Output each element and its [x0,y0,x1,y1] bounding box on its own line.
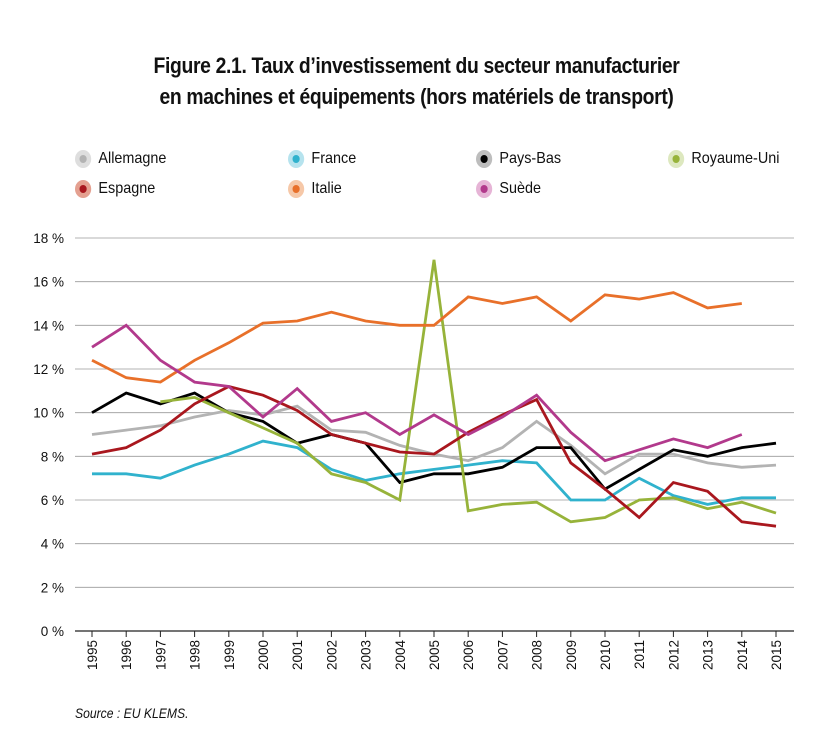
legend-marker-icon [476,180,493,198]
legend-marker-icon [75,180,92,198]
legend-item-pays-bas: Pays-Bas [476,150,561,168]
x-tick-label: 2011 [632,640,647,669]
x-tick-label: 2006 [461,640,476,670]
series-line-france [92,439,776,506]
x-tick-label: 2009 [564,640,579,670]
legend-marker-icon [75,150,92,168]
legend-item-allemagne: Allemagne [75,150,166,168]
y-tick-label: 0 % [41,624,64,639]
x-tick-label: 2013 [701,640,716,670]
legend-item-italie: Italie [288,180,342,198]
x-tick-label: 1995 [85,640,100,670]
chart-title-line-1: Figure 2.1. Taux d’investissement du sec… [153,53,680,78]
y-tick-label: 8 % [41,449,64,464]
x-tick-label: 1997 [153,640,168,670]
legend-marker-icon [476,150,493,168]
series-line-italie [91,291,742,384]
legend-marker-icon [288,180,305,198]
x-tick-label: 1998 [188,640,203,670]
legend-item-royaume-uni: Royaume-Uni [668,150,779,168]
legend-item-suede: Suède [476,180,541,198]
y-tick-label: 16 % [33,275,64,290]
x-tick-label: 1996 [119,640,134,670]
series-lines [91,259,777,528]
chart-title-line-2: en machines et équipements (hors matérie… [159,84,674,109]
series-line-royaume-uni [160,259,777,524]
y-tick-label: 4 % [41,537,64,552]
legend-label: France [311,150,357,167]
legend-label: Royaume-Uni [691,150,780,167]
y-tick-label: 6 % [41,493,64,508]
legend-item-espagne: Espagne [75,180,155,198]
x-tick-label: 2007 [495,640,510,670]
legend-marker-icon [668,150,685,168]
legend-marker-icon [288,150,305,168]
y-tick-label: 2 % [41,580,64,595]
x-tick-label: 2014 [735,640,750,671]
x-axis-ticks: 1995 1996 1997 1998 1999 2000 2001 2002 2003 2004… [85,631,784,670]
x-tick-label: 2001 [290,640,305,670]
legend-label: Italie [311,180,342,197]
y-tick-label: 12 % [33,362,64,377]
source-note: Source : EU KLEMS. [75,706,189,721]
y-axis-ticks: 0 % 2 % 4 % 6 % 8 % 10 % 12 % 14 % 16 % 18 % [33,231,64,639]
x-tick-label: 2008 [530,640,545,670]
x-tick-label: 2005 [427,640,442,670]
legend-label: Pays-Bas [499,150,562,167]
legend-label: Suède [499,180,542,197]
x-tick-label: 2002 [324,640,339,670]
y-tick-label: 14 % [33,318,64,333]
series-line-pays-bas [91,391,777,491]
y-tick-label: 18 % [33,231,64,246]
legend-label: Espagne [98,180,156,197]
chart-title: Figure 2.1. Taux d’investissement du sec… [58,50,774,112]
y-tick-label: 10 % [33,406,64,421]
series-line-espagne [91,385,777,528]
x-tick-label: 2012 [666,640,681,670]
x-tick-label: 1999 [222,640,237,670]
x-tick-label: 2010 [598,640,613,670]
x-tick-label: 2004 [393,640,408,671]
legend-label: Allemagne [98,150,167,167]
x-tick-label: 2015 [769,640,784,670]
x-tick-label: 2003 [359,640,374,670]
series-line-suede [91,323,743,463]
x-tick-label: 2000 [256,640,271,670]
legend-item-france: France [288,150,356,168]
